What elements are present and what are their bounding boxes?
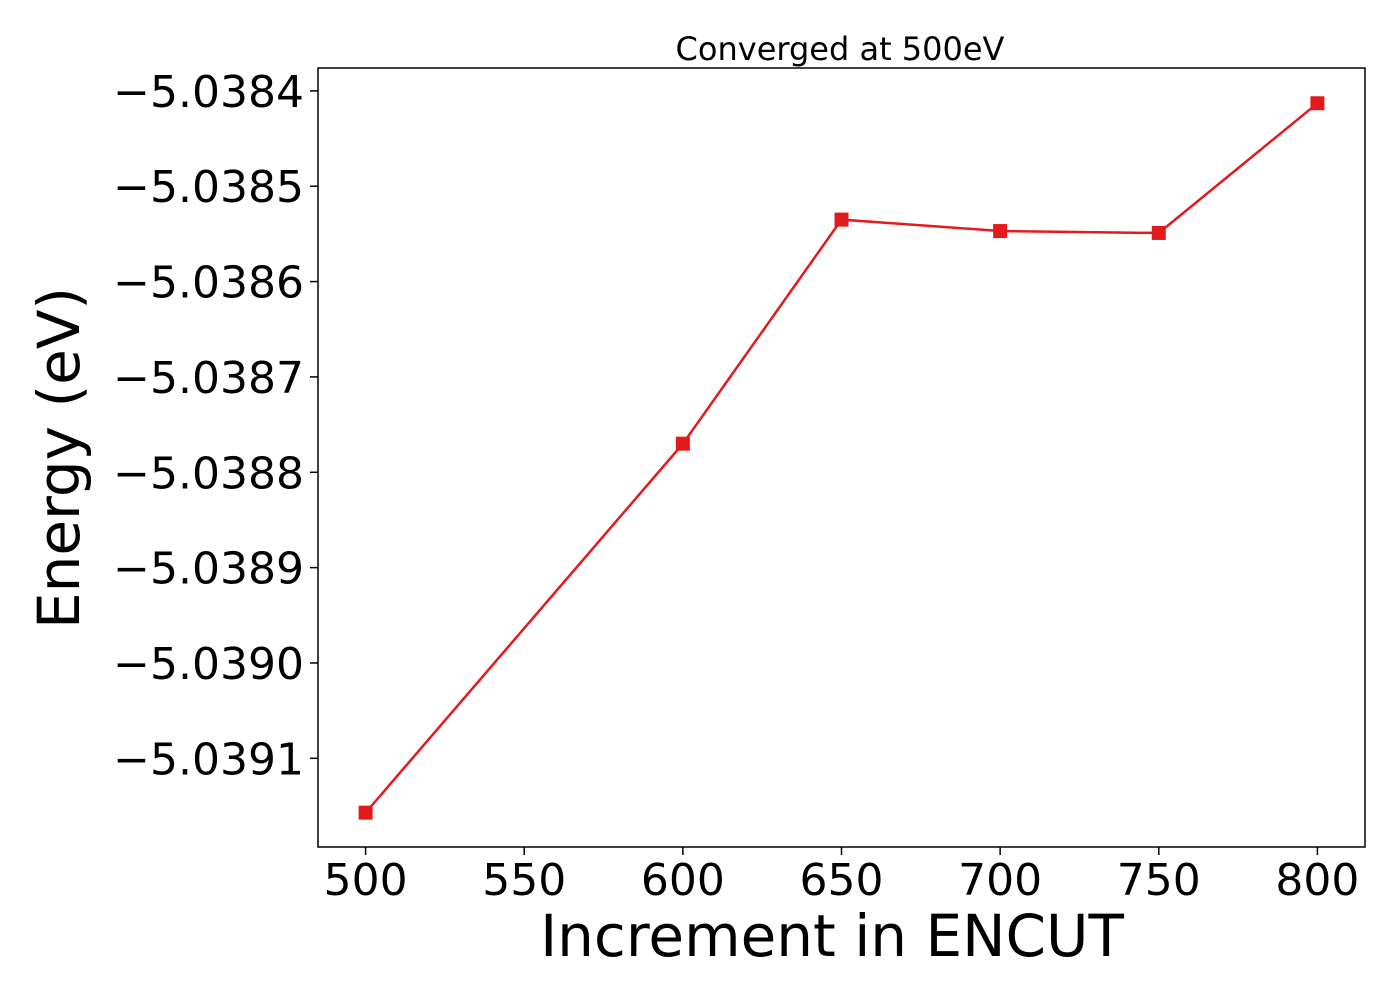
y-tick-label: −5.0389 (113, 544, 304, 595)
y-tick-label: −5.0390 (113, 639, 304, 690)
x-tick-label: 750 (1117, 855, 1201, 906)
chart-title: Converged at 500eV (676, 30, 1005, 68)
y-axis-label: Energy (eV) (25, 287, 93, 629)
y-axis-ticks: −5.0391 −5.0390 −5.0389 −5.0388 −5.0387 −5.03… (113, 67, 318, 785)
x-tick-label: 600 (641, 855, 725, 906)
data-series (358, 96, 1325, 820)
data-point-marker (1310, 96, 1325, 111)
y-tick-label: −5.0391 (113, 734, 304, 785)
data-point-marker (1151, 225, 1166, 240)
x-tick-label: 800 (1275, 855, 1359, 906)
y-tick-label: −5.0387 (113, 353, 304, 404)
data-point-marker (834, 212, 849, 227)
data-point-marker (358, 805, 373, 820)
series-line (364, 102, 1319, 814)
x-axis-ticks: 500 550 600 650 700 750 800 (324, 847, 1359, 906)
x-tick-label: 650 (800, 855, 884, 906)
data-point-marker (675, 436, 690, 451)
x-tick-label: 700 (958, 855, 1042, 906)
x-axis-label: Increment in ENCUT (540, 902, 1124, 970)
y-tick-label: −5.0384 (113, 67, 304, 118)
x-tick-label: 550 (482, 855, 566, 906)
x-tick-label: 500 (324, 855, 408, 906)
data-point-marker (993, 224, 1008, 239)
y-tick-label: −5.0386 (113, 258, 304, 309)
y-tick-label: −5.0385 (113, 162, 304, 213)
y-tick-label: −5.0388 (113, 448, 304, 499)
